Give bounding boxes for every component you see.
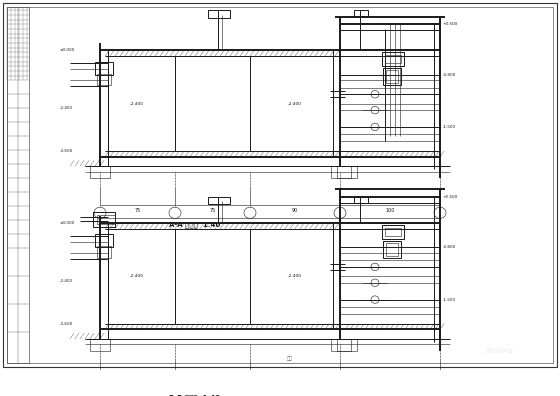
Text: -3.600: -3.600 [60, 149, 73, 153]
Bar [385, 228, 401, 236]
Text: -1.500: -1.500 [443, 298, 456, 302]
Text: -3.600: -3.600 [60, 322, 73, 326]
Text: -2.400: -2.400 [60, 279, 73, 283]
Text: -0.800: -0.800 [443, 246, 456, 249]
Bar [97, 74, 111, 85]
Bar [95, 62, 113, 75]
Bar [337, 166, 357, 178]
Bar [331, 166, 351, 178]
Text: B-B 剪面图  1:40: B-B 剪面图 1:40 [170, 394, 221, 396]
Bar [331, 339, 351, 351]
Text: ±0.000: ±0.000 [60, 221, 75, 225]
Text: -2.400: -2.400 [288, 274, 302, 278]
Bar [97, 246, 111, 257]
Bar [97, 215, 115, 224]
Bar [337, 339, 357, 351]
Bar [90, 166, 110, 178]
Text: 100: 100 [385, 208, 395, 213]
Bar [382, 225, 404, 239]
Text: -2.400: -2.400 [288, 102, 302, 106]
Text: 75: 75 [209, 208, 216, 213]
Bar [383, 68, 401, 85]
Bar [7, 6, 29, 363]
Bar [90, 339, 110, 351]
Text: 75: 75 [134, 208, 141, 213]
Text: A-A 剪面图  1:40: A-A 剪面图 1:40 [169, 222, 221, 228]
Bar [386, 70, 398, 83]
Text: +0.500: +0.500 [443, 195, 458, 199]
Bar [208, 10, 230, 18]
Text: 90: 90 [292, 208, 298, 213]
Text: +0.500: +0.500 [443, 22, 458, 26]
Bar [385, 55, 401, 63]
Text: -2.400: -2.400 [130, 102, 144, 106]
Text: zhulong: zhulong [486, 348, 514, 354]
Text: -0.800: -0.800 [443, 72, 456, 77]
Text: 备注: 备注 [287, 356, 293, 361]
Bar [208, 197, 230, 204]
Bar [95, 234, 113, 248]
Bar [386, 243, 398, 256]
Bar [354, 197, 368, 202]
Bar [93, 212, 115, 227]
Text: ±0.000: ±0.000 [60, 48, 75, 52]
Bar [383, 241, 401, 257]
Text: -1.500: -1.500 [443, 125, 456, 129]
Text: -2.400: -2.400 [60, 106, 73, 110]
Text: -2.400: -2.400 [130, 274, 144, 278]
Bar [354, 10, 368, 16]
Bar [382, 52, 404, 66]
